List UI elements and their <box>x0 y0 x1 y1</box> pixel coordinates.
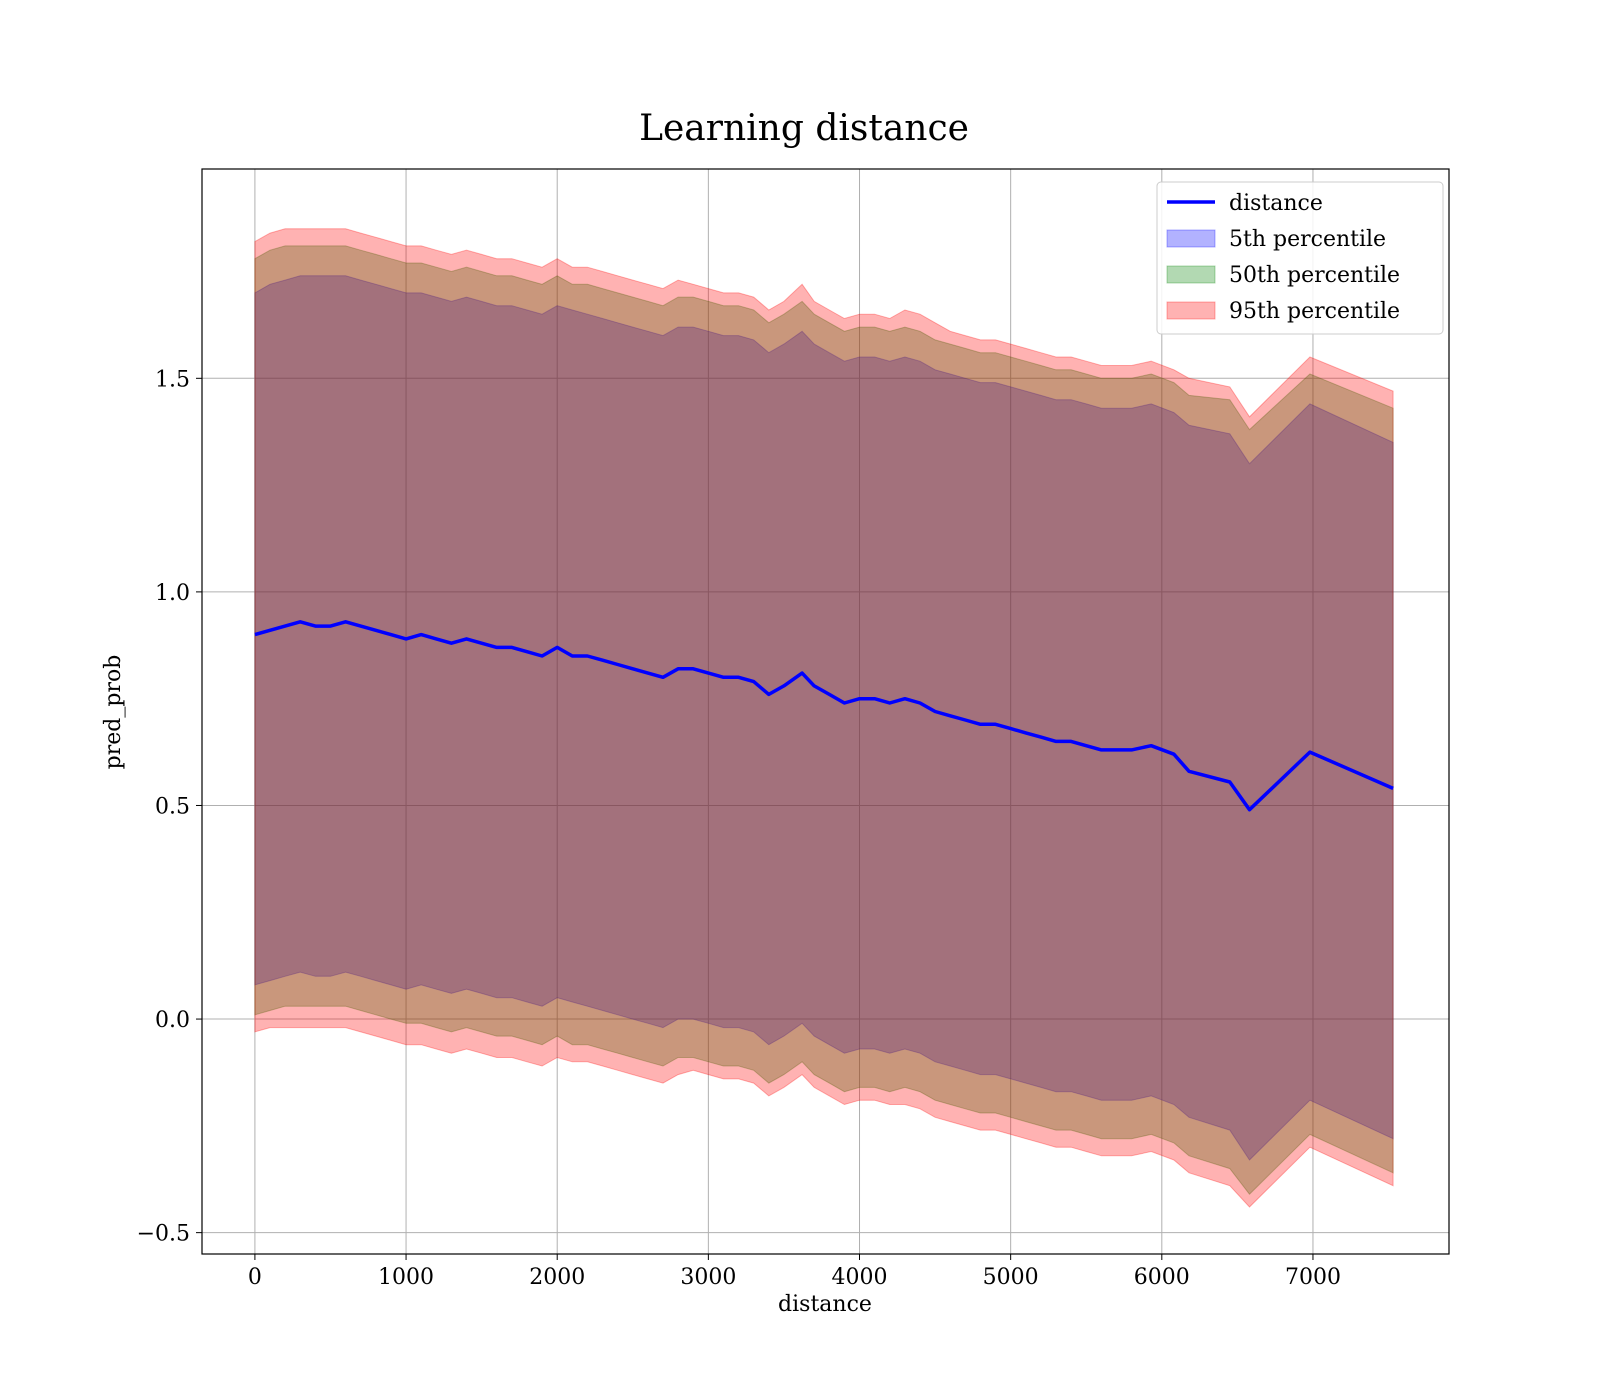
x-tick-label: 1000 <box>378 1265 434 1290</box>
legend-swatch <box>1166 265 1216 284</box>
x-tick-label: 0 <box>248 1265 262 1290</box>
band-50th-percentile <box>254 245 1394 1195</box>
band-95th-percentile <box>254 228 1394 1208</box>
band-5th-percentile <box>254 275 1394 1161</box>
x-tick-label: 4000 <box>832 1265 888 1290</box>
legend-label: 5th percentile <box>1229 227 1386 252</box>
y-tick-label: 0.5 <box>155 794 190 819</box>
legend-swatch <box>1166 301 1216 320</box>
chart-title: Learning distance <box>639 108 969 149</box>
x-axis-ticks: 0 1000 2000 3000 4000 5000 6000 7000 <box>248 1254 1341 1290</box>
legend: distance 5th percentile 50th percentile 95t… <box>1156 181 1444 335</box>
x-tick-label: 5000 <box>983 1265 1039 1290</box>
series-lines <box>254 620 1394 812</box>
series-line-distance <box>254 620 1394 812</box>
y-tick-label: −0.5 <box>137 1222 190 1247</box>
percentile-bands <box>254 228 1394 1208</box>
legend-box <box>1156 181 1444 335</box>
y-tick-label: 1.5 <box>155 367 190 392</box>
x-tick-label: 7000 <box>1285 1265 1341 1290</box>
legend-label: 50th percentile <box>1229 263 1400 288</box>
legend-label: 95th percentile <box>1229 299 1400 324</box>
legend-swatch <box>1166 229 1216 248</box>
x-tick-label: 6000 <box>1134 1265 1190 1290</box>
y-axis-label: pred_prob <box>101 655 126 770</box>
x-tick-label: 3000 <box>680 1265 736 1290</box>
x-axis-label: distance <box>778 1292 872 1317</box>
grid <box>202 169 1449 1254</box>
y-tick-label: 1.0 <box>155 581 190 606</box>
x-tick-label: 2000 <box>529 1265 585 1290</box>
y-tick-label: 0.0 <box>155 1008 190 1033</box>
legend-label: distance <box>1229 191 1323 216</box>
plot-frame <box>201 168 1450 1255</box>
y-axis-ticks: −0.5 0.0 0.5 1.0 1.5 <box>137 367 202 1247</box>
